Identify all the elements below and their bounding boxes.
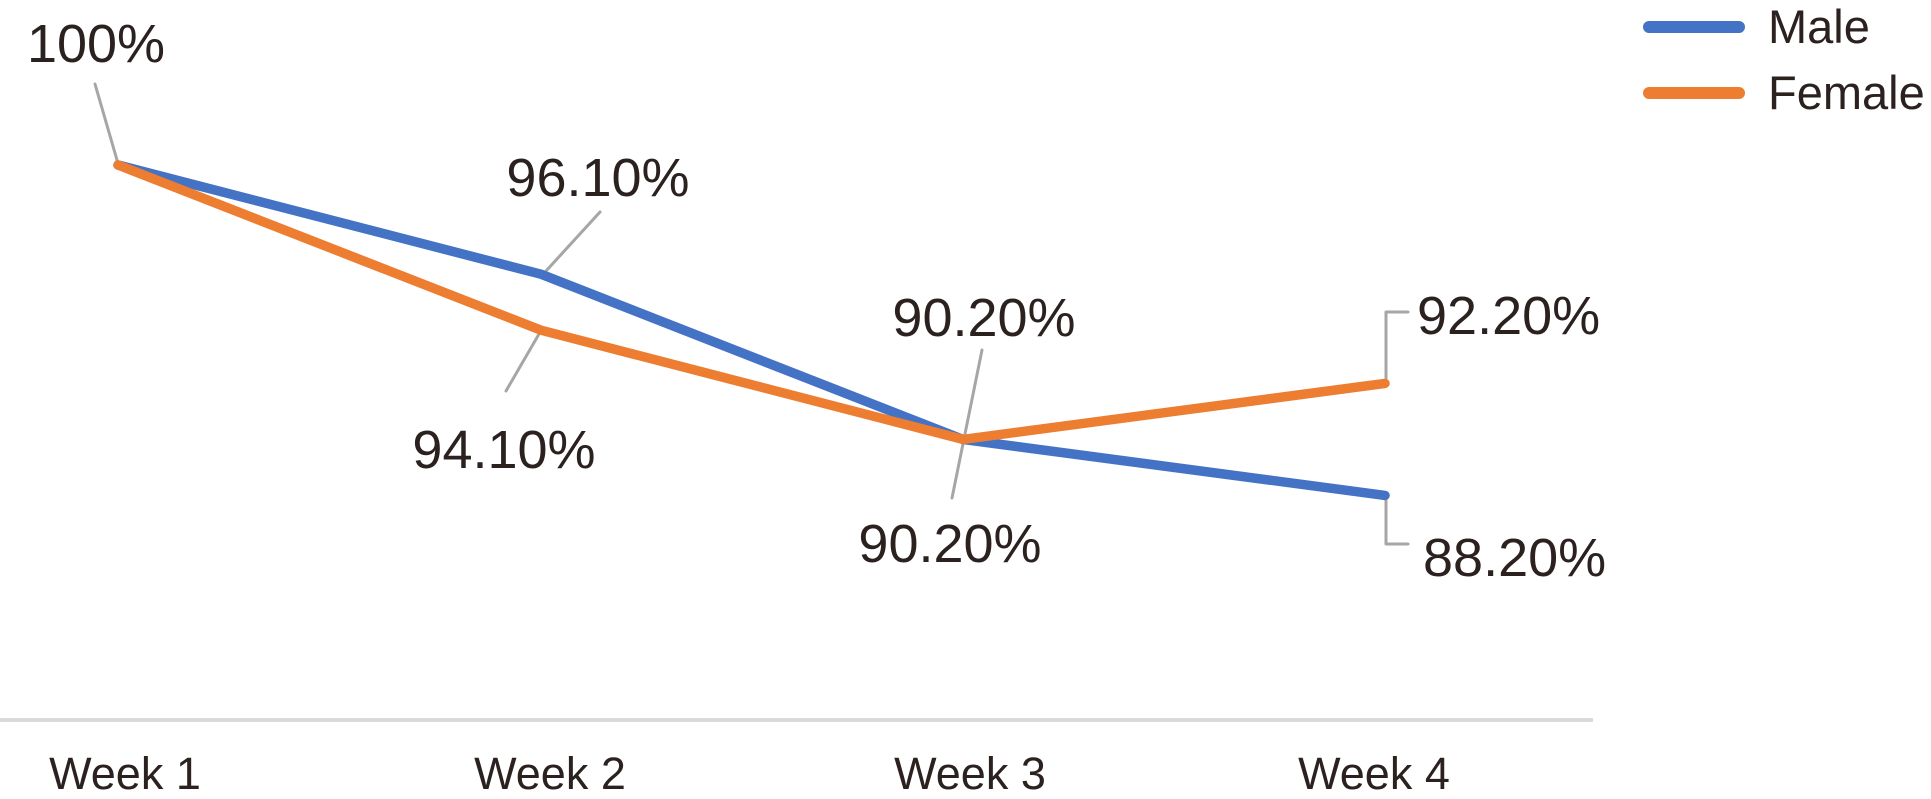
x-tick-week-3: Week 3 — [894, 748, 1046, 799]
data-label-week1: 100% — [27, 14, 165, 74]
legend-item-male: Male — [1643, 0, 1870, 53]
leader-line-week3 — [950, 348, 984, 500]
x-tick-week-1: Week 1 — [49, 748, 201, 799]
data-label-week3-male: 90.20% — [892, 288, 1075, 348]
male-series-line — [113, 160, 1390, 501]
female-legend-label: Female — [1768, 66, 1925, 119]
x-tick-week-4: Week 4 — [1298, 748, 1450, 799]
female-series-line — [113, 160, 1390, 445]
data-label-week4-male: 88.20% — [1423, 528, 1606, 588]
leader-line-week4-female — [1384, 310, 1410, 380]
x-tick-week-2: Week 2 — [474, 748, 626, 799]
leader-line-week1 — [93, 82, 119, 162]
leader-line-week4-male — [1384, 498, 1410, 546]
male-legend-label: Male — [1768, 0, 1870, 53]
legend: Male Female — [1643, 0, 1925, 119]
data-label-week4-female: 92.20% — [1417, 286, 1600, 346]
data-label-week2-male: 96.10% — [506, 148, 689, 208]
data-label-week3-female: 90.20% — [858, 514, 1041, 574]
leader-line-week2-male — [544, 210, 602, 273]
leader-line-week2-female — [504, 332, 541, 393]
data-label-week2-female: 94.10% — [412, 420, 595, 480]
legend-item-female: Female — [1643, 66, 1925, 119]
